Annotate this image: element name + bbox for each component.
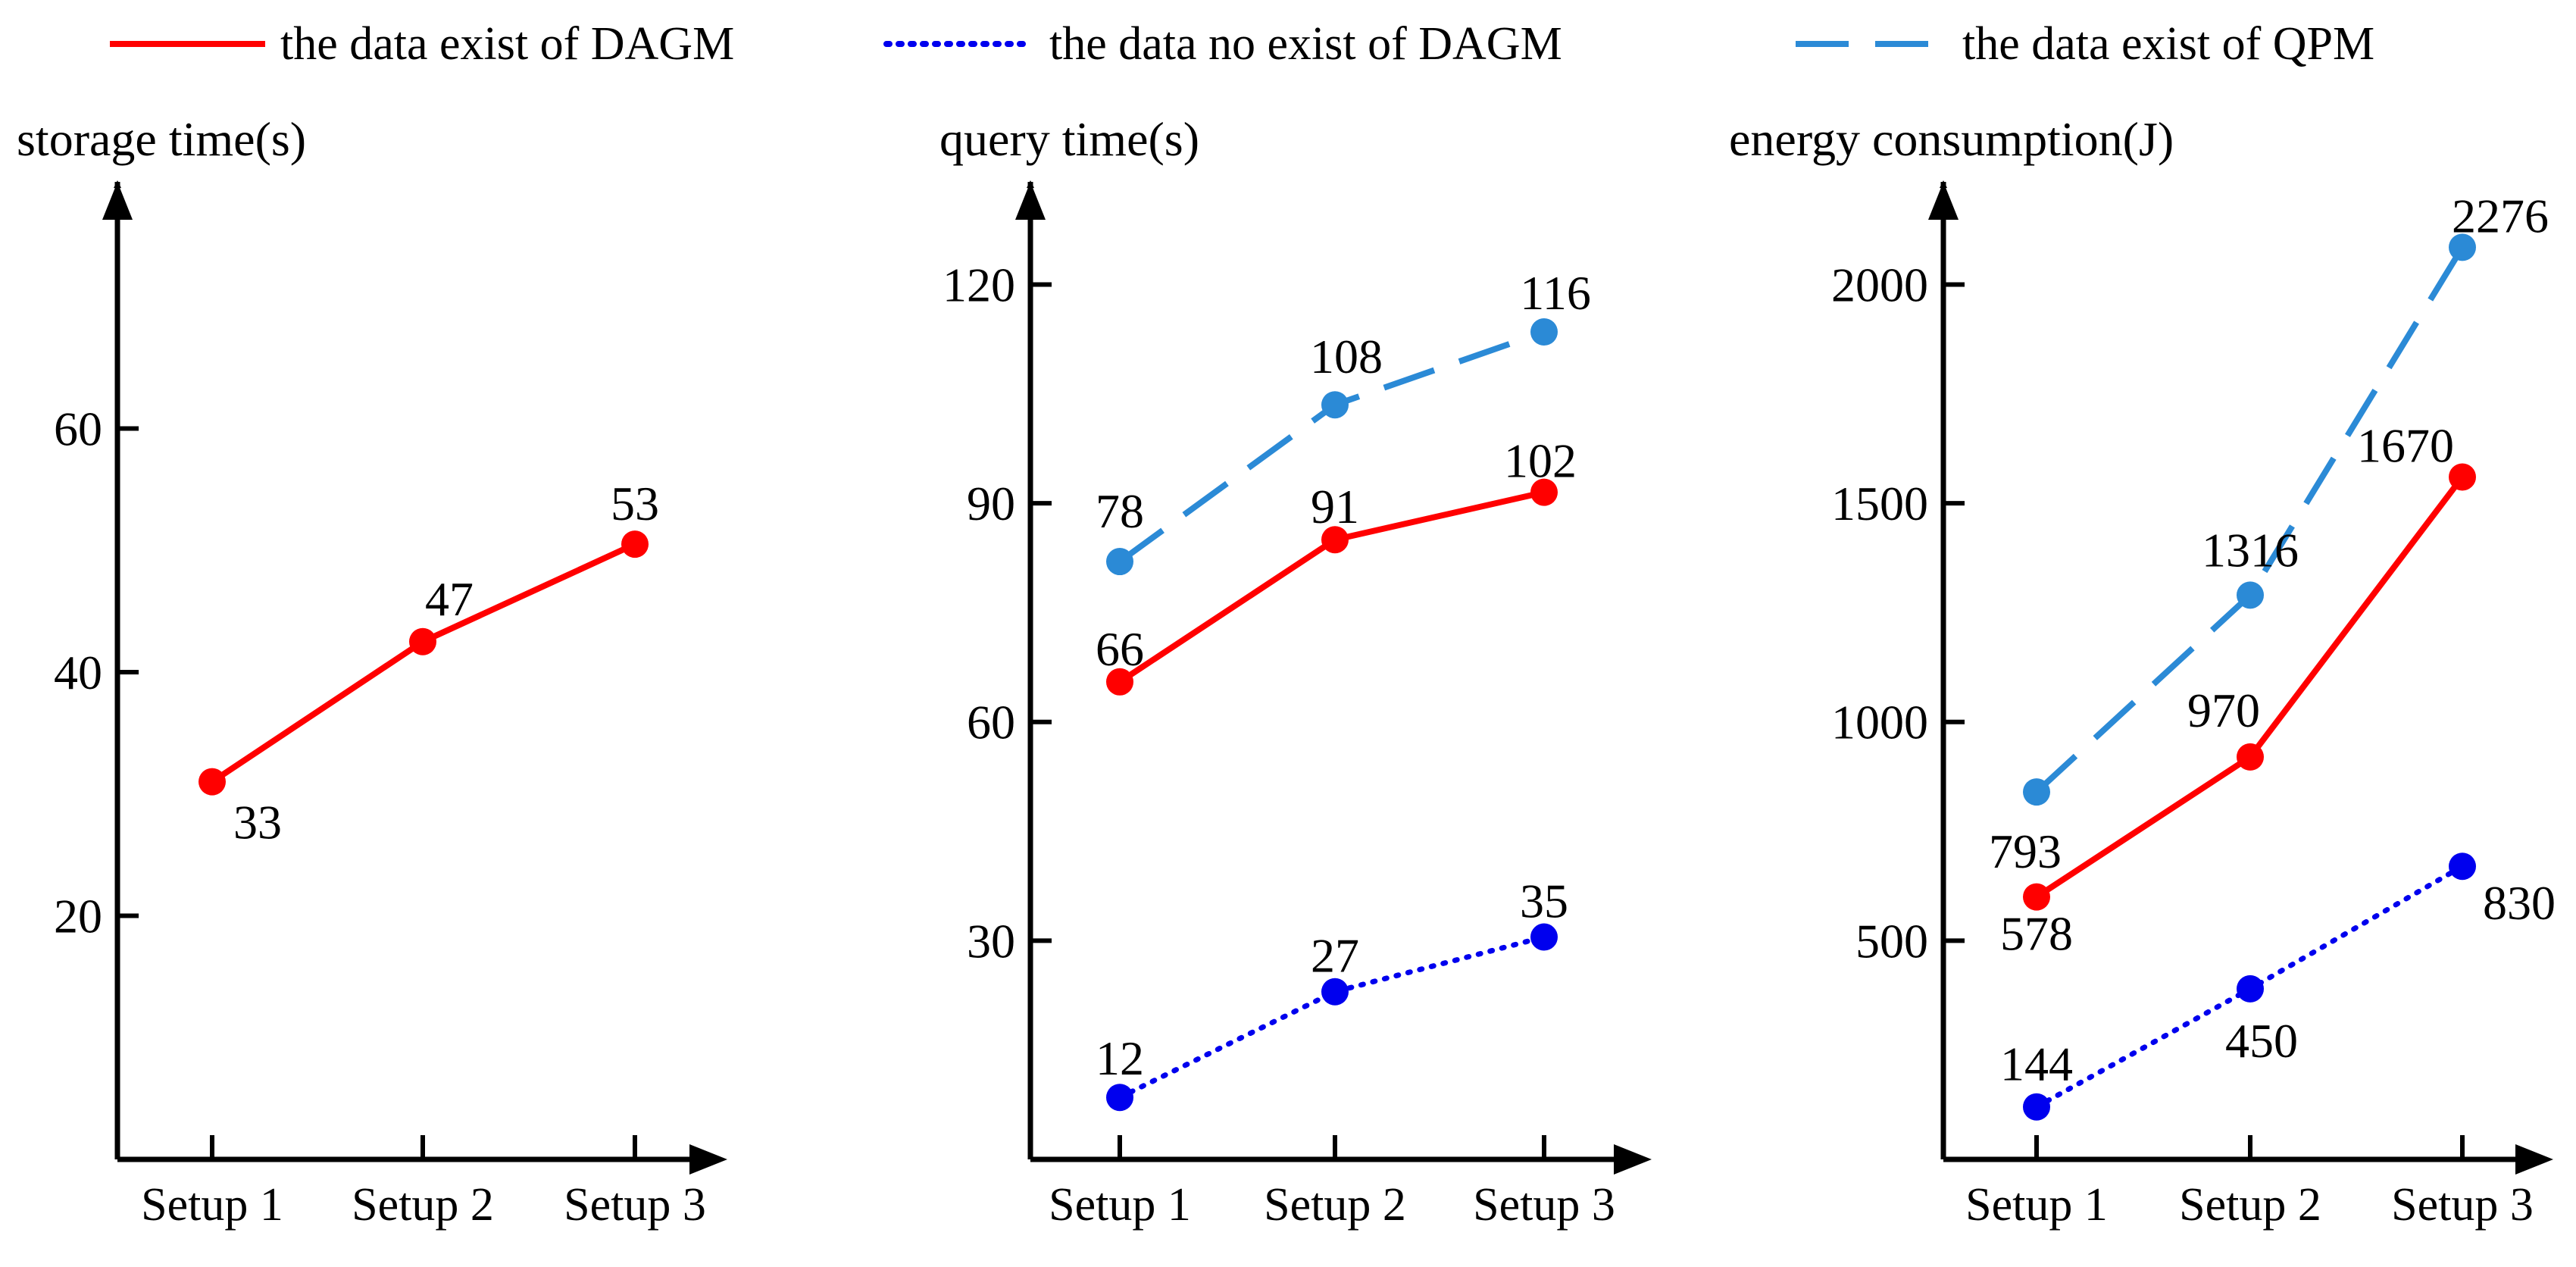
y-tick-label: 60 [967, 696, 1015, 749]
legend-label-qpm_exist: the data exist of QPM [1962, 18, 2374, 70]
data-label-dagm_no_exist: 35 [1520, 874, 1568, 928]
data-label-dagm_exist: 53 [611, 477, 659, 530]
data-point-dagm_exist [409, 627, 436, 655]
x-tick-label: Setup 3 [564, 1179, 706, 1231]
data-label-dagm_exist: 91 [1311, 480, 1359, 533]
data-point-qpm_exist [2449, 233, 2476, 261]
data-point-dagm_no_exist [1321, 978, 1349, 1006]
x-axis-arrow [1614, 1144, 1652, 1175]
legend-label-dagm_exist: the data exist of DAGM [280, 18, 734, 70]
data-label-dagm_no_exist: 144 [2000, 1037, 2073, 1091]
y-tick-label: 90 [967, 477, 1015, 530]
data-label-dagm_no_exist: 12 [1096, 1031, 1144, 1085]
chart-panel-1: storage time(s) 20 40 60 Setup 1 Setup 2 Setup… [17, 112, 727, 1231]
data-label-dagm_exist: 47 [425, 572, 474, 626]
data-point-dagm_no_exist [1106, 1084, 1133, 1112]
data-point-dagm_exist [1321, 526, 1349, 554]
data-point-dagm_no_exist [1530, 923, 1558, 951]
x-tick-label: Setup 3 [2391, 1179, 2534, 1231]
data-point-dagm_exist [2449, 463, 2476, 491]
x-axis-arrow [2515, 1144, 2553, 1175]
data-point-dagm_no_exist [2237, 974, 2264, 1003]
y-axis-arrow [102, 182, 133, 220]
data-label-qpm_exist: 1316 [2202, 523, 2299, 577]
y-tick-label: 60 [54, 402, 102, 455]
y-axis-title: storage time(s) [17, 112, 306, 166]
series-line-dagm_exist [210, 541, 636, 784]
data-point-qpm_exist [1530, 318, 1558, 346]
data-label-dagm_no_exist: 830 [2483, 876, 2556, 930]
data-label-dagm_no_exist: 450 [2225, 1014, 2298, 1068]
y-axis-arrow [1928, 182, 1959, 220]
data-label-dagm_no_exist: 27 [1311, 929, 1359, 983]
data-label-dagm_exist: 970 [2187, 684, 2260, 737]
data-point-dagm_no_exist [2449, 852, 2476, 881]
x-axis-arrow [689, 1144, 727, 1175]
legend: the data exist of DAGM the data no exist … [110, 18, 2374, 70]
data-point-dagm_exist [621, 530, 649, 558]
data-point-qpm_exist [2237, 581, 2264, 609]
y-tick-label: 500 [1855, 914, 1928, 968]
y-axis-title: query time(s) [939, 112, 1199, 166]
x-tick-label: Setup 1 [1049, 1179, 1191, 1231]
data-point-dagm_exist [199, 768, 226, 796]
legend-label-dagm_no_exist: the data no exist of DAGM [1049, 18, 1562, 70]
y-axis-arrow [1015, 182, 1046, 220]
data-point-qpm_exist [2023, 778, 2050, 806]
data-label-dagm_exist: 66 [1096, 622, 1144, 676]
data-label-qpm_exist: 108 [1310, 330, 1383, 383]
data-label-qpm_exist: 78 [1096, 484, 1144, 538]
y-tick-label: 2000 [1831, 258, 1928, 311]
data-point-dagm_exist [1530, 478, 1558, 506]
data-label-qpm_exist: 116 [1520, 266, 1591, 320]
y-axis-title: energy consumption(J) [1729, 112, 2174, 166]
y-tick-label: 20 [54, 889, 102, 943]
y-tick-label: 1000 [1831, 696, 1928, 749]
data-label-dagm_exist: 578 [2000, 907, 2073, 961]
data-point-dagm_exist [2023, 883, 2050, 911]
x-tick-label: Setup 1 [141, 1179, 283, 1231]
y-tick-label: 120 [943, 258, 1015, 311]
data-point-dagm_exist [1106, 668, 1133, 696]
x-tick-label: Setup 2 [2179, 1179, 2321, 1231]
data-label-dagm_exist: 102 [1504, 434, 1577, 488]
data-label-dagm_exist: 33 [233, 796, 282, 849]
data-point-dagm_exist [2237, 743, 2264, 771]
chart-panel-3: energy consumption(J) 500 1000 1500 2000 Setu… [1729, 112, 2556, 1231]
x-tick-label: Setup 3 [1473, 1179, 1615, 1231]
y-tick-label: 1500 [1831, 477, 1928, 530]
x-tick-label: Setup 2 [1264, 1179, 1406, 1231]
data-point-dagm_no_exist [2023, 1093, 2050, 1121]
data-label-qpm_exist: 2276 [2452, 189, 2549, 242]
data-label-qpm_exist: 793 [1989, 824, 2062, 878]
data-label-dagm_exist: 1670 [2357, 418, 2454, 472]
chart-panel-2: query time(s) 30 60 90 120 Setup 1 Setup 2 Setu… [939, 112, 1652, 1231]
y-tick-label: 40 [54, 646, 102, 699]
data-point-qpm_exist [1106, 548, 1133, 576]
x-tick-label: Setup 2 [352, 1179, 494, 1231]
x-tick-label: Setup 1 [1965, 1179, 2108, 1231]
data-point-qpm_exist [1321, 391, 1349, 419]
y-tick-label: 30 [967, 914, 1015, 968]
